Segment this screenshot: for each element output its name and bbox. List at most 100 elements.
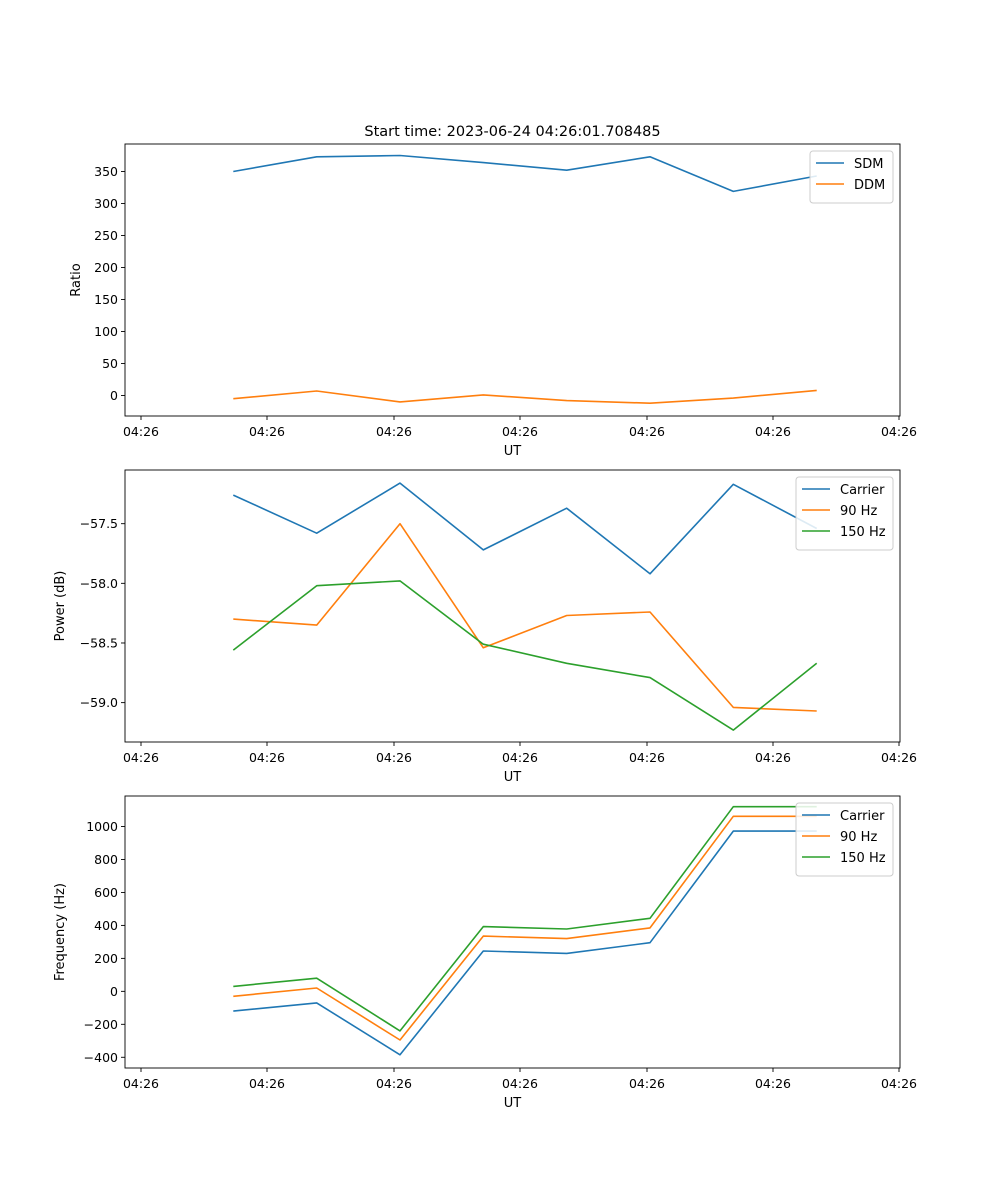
data-point <box>733 397 735 399</box>
data-point <box>233 171 235 173</box>
x-tick-label: 04:26 <box>881 424 917 439</box>
subplot-3: −400 −200 0 200 400 600 800 1000 04:26 04:26 04:26… <box>53 795 917 1111</box>
y-tick-label: 350 <box>94 164 118 179</box>
data-point <box>566 953 568 955</box>
data-point <box>816 390 818 392</box>
x-tick-label: 04:26 <box>123 750 159 765</box>
data-point <box>483 394 485 396</box>
x-tick-label: 04:26 <box>502 750 538 765</box>
y-tick-label: −57.5 <box>80 516 118 531</box>
data-point <box>649 611 651 613</box>
y-axis-label: Frequency (Hz) <box>53 883 68 981</box>
series-line-150-hz <box>232 580 818 731</box>
y-tick-label: 400 <box>94 918 118 933</box>
data-point <box>566 663 568 665</box>
data-point <box>233 1010 235 1012</box>
x-tick-label: 04:26 <box>881 1076 917 1091</box>
data-point <box>816 710 818 712</box>
x-tick-label: 04:26 <box>123 424 159 439</box>
y-tick-label: −58.0 <box>80 576 118 591</box>
chart-title: Start time: 2023-06-24 04:26:01.708485 <box>364 124 660 140</box>
data-point <box>316 624 318 626</box>
data-point <box>733 484 735 486</box>
x-tick-label: 04:26 <box>629 1076 665 1091</box>
data-point <box>649 927 651 929</box>
data-point <box>316 977 318 979</box>
data-point <box>566 400 568 402</box>
data-point <box>316 390 318 392</box>
data-point <box>316 532 318 534</box>
x-axis-label: UT <box>504 1096 522 1111</box>
x-tick-label: 04:26 <box>629 750 665 765</box>
subplot-1: Start time: 2023-06-24 04:26:01.708485 0 5… <box>69 124 917 459</box>
legend-label: Carrier <box>840 809 885 824</box>
data-point <box>233 649 235 651</box>
x-axis-label: UT <box>504 444 522 459</box>
data-point <box>483 935 485 937</box>
y-tick-label: 1000 <box>86 819 118 834</box>
y-tick-label: −59.0 <box>80 695 118 710</box>
data-point <box>649 156 651 158</box>
y-tick-label: 300 <box>94 196 118 211</box>
axes-frame <box>124 795 901 1069</box>
data-point <box>566 928 568 930</box>
legend-label: DDM <box>854 178 885 193</box>
data-point <box>483 162 485 164</box>
data-point <box>233 398 235 400</box>
data-point <box>399 1030 401 1032</box>
data-point <box>733 816 735 818</box>
data-point <box>733 830 735 832</box>
data-point <box>483 643 485 645</box>
data-point <box>649 573 651 575</box>
y-tick-label: 50 <box>102 356 118 371</box>
data-point <box>399 155 401 157</box>
data-point <box>233 996 235 998</box>
data-point <box>399 1039 401 1041</box>
data-point <box>399 523 401 525</box>
y-tick-label: 600 <box>94 885 118 900</box>
data-point <box>233 494 235 496</box>
y-axis-label: Ratio <box>69 263 84 296</box>
axes-frame <box>124 469 901 743</box>
data-point <box>649 918 651 920</box>
y-tick-label: 0 <box>110 388 118 403</box>
y-tick-label: 100 <box>94 324 118 339</box>
x-tick-label: 04:26 <box>881 750 917 765</box>
x-tick-label: 04:26 <box>376 1076 412 1091</box>
data-point <box>233 986 235 988</box>
data-point <box>649 677 651 679</box>
x-tick-label: 04:26 <box>755 1076 791 1091</box>
x-tick-label: 04:26 <box>376 750 412 765</box>
y-tick-label: 800 <box>94 852 118 867</box>
legend-label: Carrier <box>840 483 885 498</box>
series-line-carrier <box>233 830 817 1056</box>
x-tick-label: 04:26 <box>249 1076 285 1091</box>
x-tick-label: 04:26 <box>249 750 285 765</box>
x-axis-label: UT <box>504 770 522 785</box>
y-tick-label: 0 <box>110 984 118 999</box>
data-point <box>649 402 651 404</box>
series-line-150-hz <box>233 805 817 1032</box>
data-point <box>483 950 485 952</box>
y-tick-label: 250 <box>94 228 118 243</box>
series-line-90-hz <box>233 522 817 712</box>
legend: Carrier 90 Hz 150 Hz <box>795 476 894 551</box>
data-point <box>566 507 568 509</box>
data-point <box>483 926 485 928</box>
legend-label: SDM <box>854 157 883 172</box>
x-tick-label: 04:26 <box>123 1076 159 1091</box>
data-point <box>733 806 735 808</box>
legend-label: 150 Hz <box>840 525 886 540</box>
x-tick-label: 04:26 <box>502 1076 538 1091</box>
legend-label: 150 Hz <box>840 851 886 866</box>
data-point <box>233 618 235 620</box>
y-tick-label: 200 <box>94 951 118 966</box>
series-line-sdm <box>233 154 817 193</box>
x-tick-label: 04:26 <box>755 750 791 765</box>
x-tick-label: 04:26 <box>502 424 538 439</box>
data-point <box>816 663 818 665</box>
legend-frame <box>809 150 894 204</box>
data-point <box>316 156 318 158</box>
data-point <box>566 169 568 171</box>
